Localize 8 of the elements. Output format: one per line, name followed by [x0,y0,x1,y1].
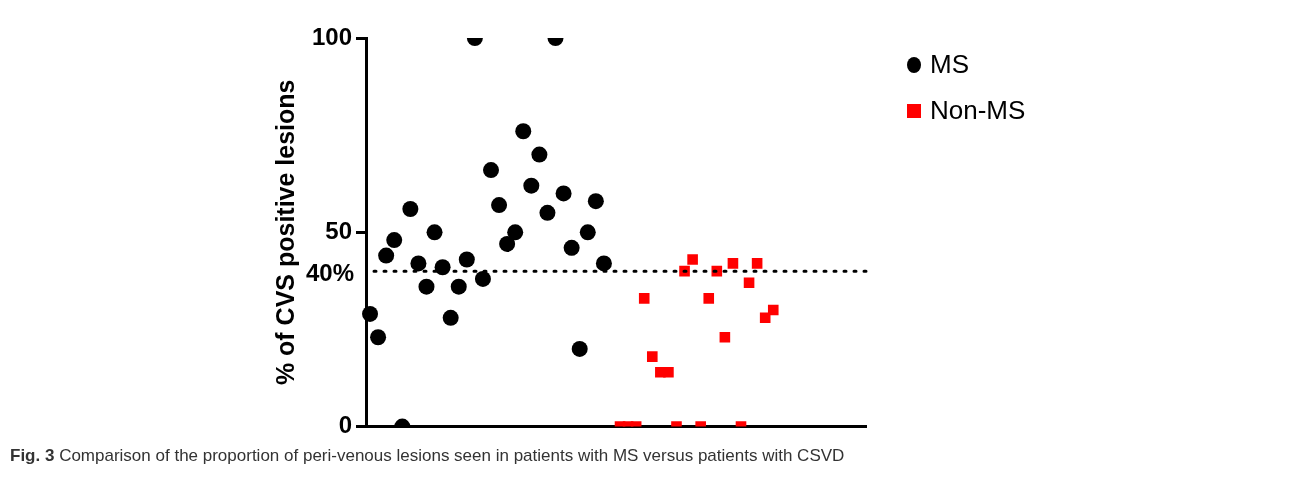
ref-line-label: 40% [305,258,354,286]
y-axis-title: % of CVS positive lesions [270,79,299,386]
legend-label: Non-MS [930,95,1026,126]
y-tick-label: 100 [311,22,352,50]
caption: Fig. 3 Comparison of the proportion of peri-venous lesions seen in patients with MS versus patients with CSVD [10,446,845,466]
y-tick-label: 0 [338,411,352,439]
legend-label: MS [930,49,969,80]
y-tick-label: 50 [325,216,352,244]
